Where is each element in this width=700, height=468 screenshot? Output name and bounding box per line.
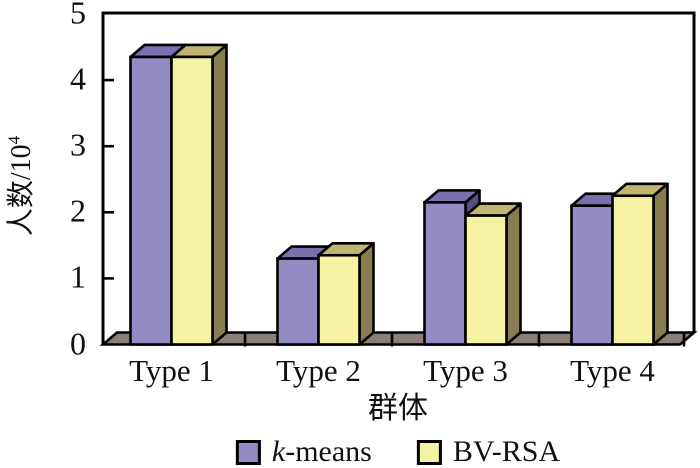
bar-bv-rsa-type-4	[611, 194, 655, 346]
bar-bv-rsa-type-2-side	[358, 241, 375, 346]
legend-label-kmeans: k-means	[271, 435, 372, 468]
y-tick-label-3: 3	[70, 126, 86, 163]
y-axis-title-text: 人数/10	[6, 144, 37, 237]
bar-bv-rsa-type-2	[317, 253, 361, 346]
bar-k-means-type-4	[570, 204, 614, 346]
y-axis-title: 人数/104	[4, 135, 37, 237]
bar-bv-rsa-type-1-side	[211, 43, 228, 346]
bar-bv-rsa-type-1	[170, 55, 214, 346]
bar-bv-rsa-type-3-side	[505, 202, 522, 346]
category-label-type-1: Type 1	[129, 353, 214, 388]
y-axis-title-exponent: 4	[4, 135, 24, 145]
legend-swatch-bvrsa	[416, 439, 442, 465]
legend-swatch-kmeans	[235, 439, 261, 465]
y-tick-label-4: 4	[70, 60, 86, 97]
bar-bv-rsa-type-4-side	[652, 182, 669, 346]
category-label-type-2: Type 2	[276, 353, 361, 388]
y-tick-label-5: 5	[70, 0, 86, 31]
plot-border	[101, 11, 696, 346]
category-label-type-3: Type 3	[423, 353, 508, 388]
legend-item-bvrsa: BV-RSA	[416, 435, 561, 468]
bar-bv-rsa-type-3	[464, 214, 508, 346]
category-label-type-4: Type 4	[570, 353, 655, 388]
legend-label-bvrsa: BV-RSA	[452, 435, 561, 468]
bar-k-means-type-1	[129, 55, 173, 346]
bar-k-means-type-3	[423, 201, 467, 346]
y-tick-label-1: 1	[70, 259, 86, 296]
y-tick-label-0: 0	[70, 325, 86, 362]
bar-k-means-type-2	[276, 257, 320, 346]
x-axis-title: 群体	[368, 392, 428, 425]
legend-item-kmeans: k-means	[235, 435, 372, 468]
legend: k-means BV-RSA	[235, 435, 561, 468]
y-tick-label-2: 2	[70, 193, 86, 230]
